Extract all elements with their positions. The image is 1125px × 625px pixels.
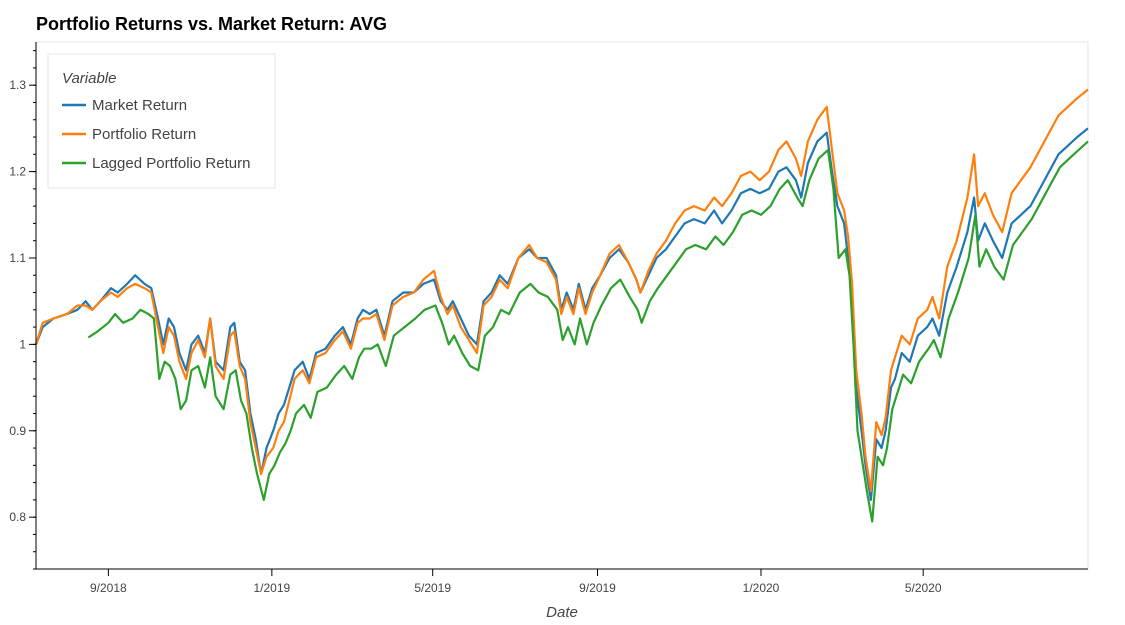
- legend: Variable Market Return Portfolio Return La…: [47, 53, 276, 189]
- legend-label: Lagged Portfolio Return: [92, 155, 250, 172]
- x-axis-label: Date: [546, 604, 578, 621]
- y-tick-label: 1: [19, 337, 26, 351]
- legend-title: Variable: [62, 70, 116, 87]
- y-tick-label: 1.2: [9, 165, 26, 179]
- legend-items: Market Return Portfolio Return Lagged Port…: [62, 97, 250, 172]
- x-tick-label: 5/2020: [905, 581, 942, 595]
- x-tick-label: 1/2020: [743, 581, 780, 595]
- x-tick-label: 9/2019: [579, 581, 616, 595]
- series-layer: [34, 88, 1089, 523]
- y-axis: 0.8 0.9 1 1.1 1.2 1.3: [9, 42, 37, 570]
- chart-title: Portfolio Returns vs. Market Return: AVG: [36, 14, 387, 34]
- y-tick-label: 1.3: [9, 78, 26, 92]
- legend-label: Market Return: [92, 97, 187, 114]
- series-line-portfolio-return: [34, 88, 1089, 493]
- y-tick-label: 0.9: [9, 424, 26, 438]
- x-tick-label: 9/2018: [90, 581, 127, 595]
- y-tick-label: 0.8: [9, 510, 26, 524]
- legend-label: Portfolio Return: [92, 126, 196, 143]
- x-tick-label: 5/2019: [414, 581, 451, 595]
- series-line-lagged-portfolio-return: [87, 140, 1089, 523]
- legend-box: [47, 53, 276, 189]
- x-axis: 9/2018 1/2019 5/2019 9/2019 1/2020 5/2020: [36, 568, 1088, 595]
- x-tick-label: 1/2019: [254, 581, 291, 595]
- y-tick-label: 1.1: [9, 251, 26, 265]
